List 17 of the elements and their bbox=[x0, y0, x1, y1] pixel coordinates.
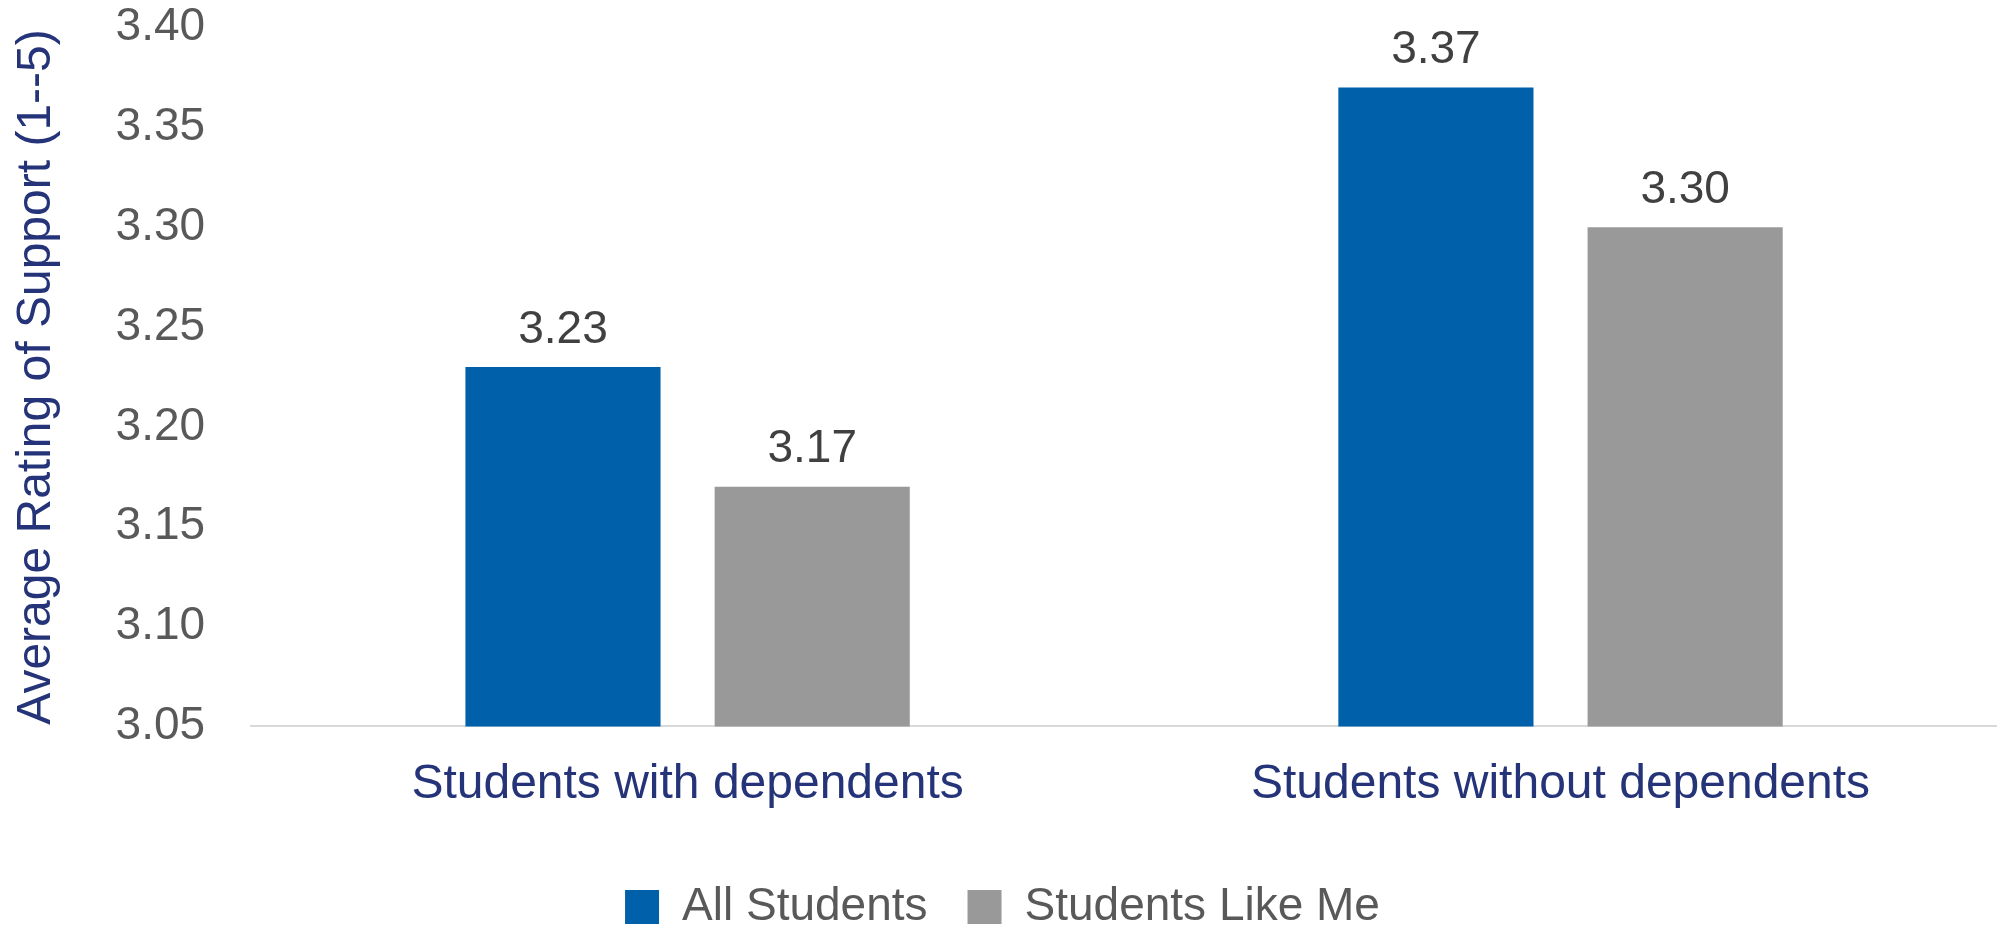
data-label: 3.30 bbox=[1640, 160, 1730, 213]
data-label: 3.17 bbox=[767, 420, 857, 473]
y-tick-label: 3.20 bbox=[115, 397, 206, 450]
y-axis-title: Average Rating of Support (1--5) bbox=[7, 29, 61, 725]
y-tick-label: 3.05 bbox=[115, 697, 206, 750]
legend-label: All Students bbox=[682, 877, 928, 930]
y-tick-label: 3.35 bbox=[115, 98, 206, 151]
y-tick-label: 3.40 bbox=[115, 0, 206, 51]
y-tick-label: 3.25 bbox=[115, 297, 206, 350]
data-label: 3.23 bbox=[518, 300, 608, 353]
y-tick-label: 3.30 bbox=[115, 197, 206, 250]
y-tick-label: 3.10 bbox=[115, 597, 206, 650]
legend-label: Students Like Me bbox=[1024, 877, 1380, 930]
y-tick-label: 3.15 bbox=[115, 497, 206, 550]
x-tick-label: Students with dependents bbox=[411, 755, 964, 809]
data-label: 3.37 bbox=[1391, 21, 1481, 74]
x-tick-label: Students without dependents bbox=[1250, 755, 1871, 809]
